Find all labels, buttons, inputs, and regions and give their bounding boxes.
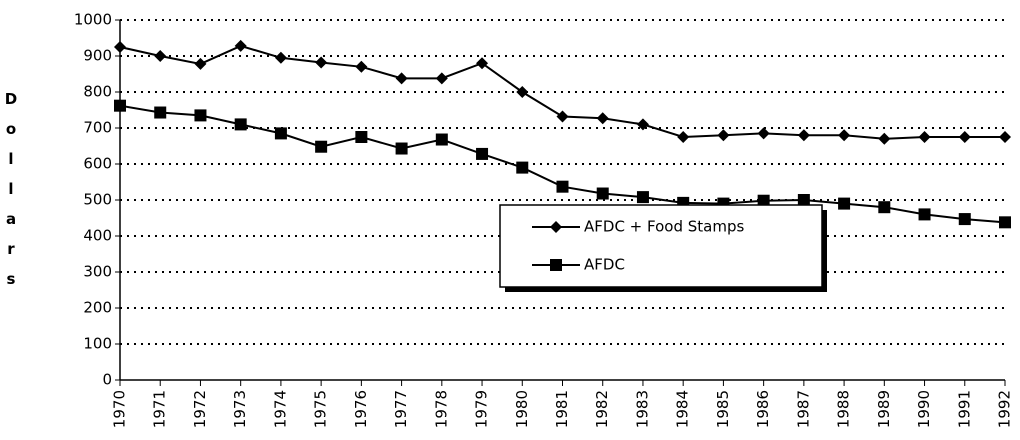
x-tick-label: 1989 — [875, 390, 893, 428]
marker — [999, 131, 1011, 143]
x-tick-label: 1983 — [633, 390, 651, 428]
marker — [550, 221, 562, 233]
x-tick-label: 1982 — [593, 390, 611, 428]
marker — [918, 208, 931, 221]
x-tick-label: 1973 — [231, 390, 249, 428]
x-tick-label: 1978 — [432, 390, 450, 428]
marker — [435, 133, 448, 146]
y-tick-label: 100 — [83, 335, 112, 353]
marker — [315, 140, 328, 153]
marker — [556, 110, 569, 123]
x-tick-label: 1979 — [473, 390, 491, 428]
y-tick-label: 0 — [102, 371, 112, 389]
y-tick-label: 200 — [83, 299, 112, 317]
marker — [757, 194, 770, 207]
marker — [476, 57, 489, 70]
marker — [194, 57, 207, 70]
x-tick-label: 1976 — [352, 390, 370, 428]
marker — [550, 259, 562, 271]
marker — [395, 142, 408, 155]
marker — [516, 161, 529, 174]
marker — [797, 194, 810, 206]
x-tick-label: 1986 — [754, 390, 772, 428]
x-tick-label: 1977 — [392, 390, 410, 428]
y-tick-label: 900 — [83, 47, 112, 65]
marker — [315, 56, 328, 69]
marker — [636, 118, 649, 131]
x-tick-label: 1971 — [151, 390, 169, 428]
marker — [476, 147, 489, 160]
y-tick-label: 700 — [83, 119, 112, 137]
marker — [154, 106, 167, 119]
marker — [556, 180, 569, 193]
y-tick-label: 600 — [83, 155, 112, 173]
marker — [596, 112, 609, 125]
x-tick-label: 1980 — [513, 390, 531, 428]
x-tick-label: 1972 — [191, 390, 209, 428]
marker — [114, 41, 126, 53]
y-tick-label: 400 — [83, 227, 112, 245]
marker — [114, 99, 126, 112]
marker — [234, 118, 247, 131]
x-tick-label: 1984 — [674, 390, 692, 428]
marker — [355, 131, 368, 143]
marker — [154, 50, 167, 62]
x-tick-label: 1975 — [312, 390, 330, 428]
marker — [838, 197, 851, 210]
legend-label: AFDC + Food Stamps — [584, 218, 744, 236]
y-tick-label: 300 — [83, 263, 112, 281]
y-tick-label: 500 — [83, 191, 112, 209]
marker — [999, 216, 1011, 229]
x-tick-label: 1974 — [271, 390, 289, 428]
marker — [435, 72, 448, 85]
marker — [958, 131, 971, 143]
x-tick-label: 1981 — [553, 390, 571, 428]
marker — [838, 129, 851, 142]
marker — [274, 51, 287, 64]
marker — [395, 72, 408, 85]
x-tick-label: 1970 — [111, 390, 129, 428]
marker — [878, 201, 891, 214]
marker — [757, 127, 770, 140]
x-tick-label: 1991 — [955, 390, 973, 428]
marker — [878, 132, 891, 145]
x-tick-label: 1992 — [996, 390, 1014, 428]
legend — [499, 204, 823, 288]
x-tick-label: 1990 — [915, 390, 933, 428]
marker — [636, 191, 649, 204]
y-tick-label: 800 — [83, 83, 112, 101]
x-tick-label: 1988 — [835, 390, 853, 428]
marker — [958, 213, 971, 226]
marker — [797, 129, 810, 142]
y-axis-label: Dollars — [2, 90, 20, 300]
marker — [918, 131, 931, 143]
marker — [234, 39, 247, 52]
x-tick-label: 1985 — [714, 390, 732, 428]
marker — [677, 131, 690, 143]
marker — [355, 60, 368, 73]
marker — [194, 109, 207, 122]
marker — [596, 187, 609, 200]
marker — [274, 127, 287, 140]
y-tick-label: 1000 — [74, 11, 112, 29]
legend-label: AFDC — [584, 256, 625, 274]
marker — [717, 129, 730, 142]
marker — [516, 86, 529, 98]
x-tick-label: 1987 — [794, 390, 812, 428]
